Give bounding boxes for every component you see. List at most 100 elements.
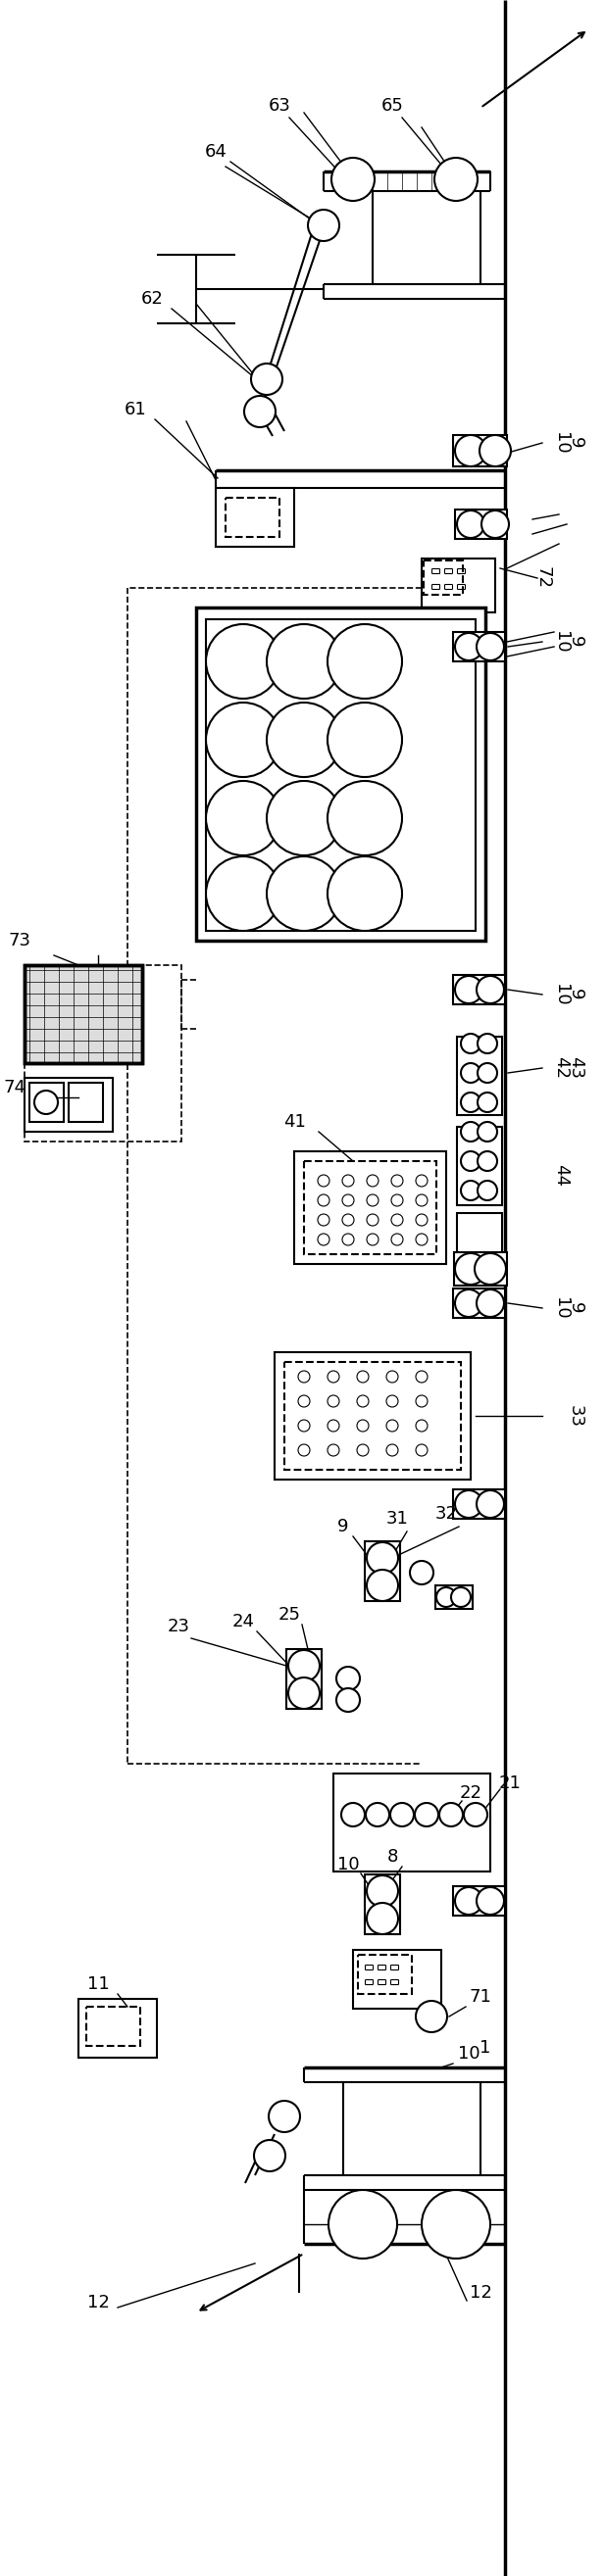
Bar — [286, 1649, 322, 1708]
Circle shape — [327, 1396, 339, 1406]
Circle shape — [416, 1213, 428, 1226]
Circle shape — [267, 855, 341, 930]
Circle shape — [391, 1213, 403, 1226]
Circle shape — [268, 2102, 300, 2133]
Bar — [284, 1363, 461, 1471]
Text: 8: 8 — [387, 1847, 398, 1865]
Bar — [457, 1126, 502, 1206]
Bar — [24, 966, 181, 1141]
Circle shape — [288, 1651, 320, 1682]
Circle shape — [366, 1803, 389, 1826]
Bar — [304, 1162, 436, 1255]
Bar — [365, 1540, 400, 1602]
Circle shape — [461, 1151, 481, 1172]
Text: 63: 63 — [268, 98, 291, 116]
Text: 12: 12 — [469, 2285, 491, 2300]
Circle shape — [416, 1175, 428, 1188]
Text: 9: 9 — [567, 636, 584, 647]
Circle shape — [416, 2002, 447, 2032]
Circle shape — [416, 1419, 428, 1432]
Circle shape — [464, 1803, 487, 1826]
Bar — [365, 1875, 400, 1935]
Bar — [454, 1252, 507, 1285]
Text: 43: 43 — [567, 1056, 584, 1079]
Bar — [353, 1950, 441, 2009]
Circle shape — [478, 1033, 497, 1054]
Bar — [457, 1213, 502, 1262]
Text: 21: 21 — [499, 1775, 521, 1793]
Text: 10: 10 — [552, 984, 570, 1005]
Circle shape — [367, 1543, 398, 1574]
Circle shape — [461, 1123, 481, 1141]
Circle shape — [327, 1370, 339, 1383]
Circle shape — [387, 1396, 398, 1406]
Circle shape — [327, 1419, 339, 1432]
Circle shape — [461, 1180, 481, 1200]
Circle shape — [327, 623, 402, 698]
Text: 9: 9 — [567, 989, 584, 999]
Circle shape — [439, 1803, 463, 1826]
Text: 33: 33 — [567, 1404, 584, 1427]
Bar — [422, 559, 495, 613]
Circle shape — [357, 1396, 368, 1406]
Circle shape — [298, 1445, 310, 1455]
Bar — [424, 562, 463, 595]
Bar — [294, 1151, 446, 1265]
Circle shape — [387, 1370, 398, 1383]
Circle shape — [457, 510, 484, 538]
Text: 24: 24 — [232, 1613, 255, 1631]
Bar — [435, 1584, 473, 1610]
Bar — [24, 966, 142, 1064]
Circle shape — [298, 1370, 310, 1383]
Bar — [453, 435, 507, 466]
Bar — [453, 1886, 505, 1917]
Bar — [453, 1489, 505, 1520]
Text: 41: 41 — [283, 1113, 305, 1131]
Circle shape — [367, 1195, 379, 1206]
Circle shape — [461, 1064, 481, 1082]
Circle shape — [336, 1687, 360, 1713]
Circle shape — [478, 1123, 497, 1141]
Bar — [453, 631, 505, 662]
Bar — [24, 966, 142, 1064]
Text: 11: 11 — [87, 1976, 109, 1994]
Bar — [333, 1772, 490, 1873]
Circle shape — [455, 1888, 482, 1914]
Text: 65: 65 — [381, 98, 404, 116]
Text: 22: 22 — [459, 1785, 482, 1803]
Circle shape — [342, 1234, 354, 1244]
Text: 74: 74 — [4, 1079, 26, 1097]
Circle shape — [416, 1195, 428, 1206]
Circle shape — [318, 1175, 330, 1188]
Circle shape — [416, 1445, 428, 1455]
Circle shape — [415, 1803, 438, 1826]
Text: 9: 9 — [567, 438, 584, 448]
Circle shape — [318, 1195, 330, 1206]
Circle shape — [416, 1396, 428, 1406]
Text: 1: 1 — [480, 2040, 491, 2056]
Circle shape — [327, 703, 402, 778]
Circle shape — [476, 1888, 504, 1914]
Circle shape — [455, 1492, 482, 1517]
Bar — [225, 497, 279, 536]
Circle shape — [387, 1419, 398, 1432]
Bar — [453, 974, 505, 1005]
Circle shape — [436, 1587, 456, 1607]
Circle shape — [327, 1445, 339, 1455]
Circle shape — [461, 1033, 481, 1054]
Circle shape — [206, 781, 281, 855]
Circle shape — [367, 1234, 379, 1244]
Bar — [358, 1955, 412, 1994]
Circle shape — [478, 1092, 497, 1113]
Circle shape — [391, 1175, 403, 1188]
Text: 10: 10 — [458, 2045, 480, 2063]
Circle shape — [410, 1561, 433, 1584]
Bar — [86, 2007, 140, 2045]
Text: 61: 61 — [124, 402, 147, 417]
Circle shape — [451, 1587, 471, 1607]
Circle shape — [422, 2190, 490, 2259]
Circle shape — [478, 1064, 497, 1082]
Circle shape — [455, 1291, 482, 1316]
Bar — [457, 1036, 502, 1115]
Bar — [196, 608, 485, 940]
